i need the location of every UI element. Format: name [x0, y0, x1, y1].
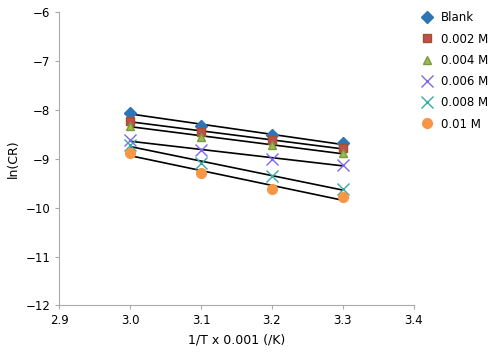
0.002 M	[127, 119, 133, 123]
0.002 M	[198, 130, 204, 134]
Line: 0.002 M: 0.002 M	[126, 116, 347, 152]
0.01 M	[198, 170, 204, 175]
0.01 M	[127, 151, 133, 155]
0.01 M	[269, 187, 275, 191]
0.008 M	[269, 174, 275, 178]
0.002 M	[340, 146, 346, 150]
Blank	[340, 141, 346, 145]
Line: 0.01 M: 0.01 M	[126, 148, 348, 202]
0.01 M	[340, 195, 346, 199]
X-axis label: 1/T x 0.001 (/K): 1/T x 0.001 (/K)	[188, 333, 285, 346]
Blank	[269, 133, 275, 138]
Line: 0.006 M: 0.006 M	[124, 135, 348, 170]
0.004 M	[198, 135, 204, 139]
0.006 M	[269, 157, 275, 161]
0.006 M	[340, 163, 346, 167]
0.004 M	[269, 143, 275, 147]
Line: Blank: Blank	[126, 108, 347, 148]
0.002 M	[269, 138, 275, 143]
0.004 M	[127, 124, 133, 128]
Blank	[198, 124, 204, 128]
0.004 M	[340, 151, 346, 155]
0.008 M	[198, 161, 204, 165]
0.006 M	[127, 138, 133, 143]
0.008 M	[127, 143, 133, 147]
Blank	[127, 110, 133, 115]
Line: 0.004 M: 0.004 M	[126, 121, 347, 157]
Y-axis label: ln(CR): ln(CR)	[7, 140, 20, 178]
0.006 M	[198, 148, 204, 152]
0.008 M	[340, 187, 346, 191]
Line: 0.008 M: 0.008 M	[124, 139, 349, 196]
Legend: Blank, 0.002 M, 0.004 M, 0.006 M, 0.008 M, 0.01 M: Blank, 0.002 M, 0.004 M, 0.006 M, 0.008 …	[417, 6, 492, 135]
